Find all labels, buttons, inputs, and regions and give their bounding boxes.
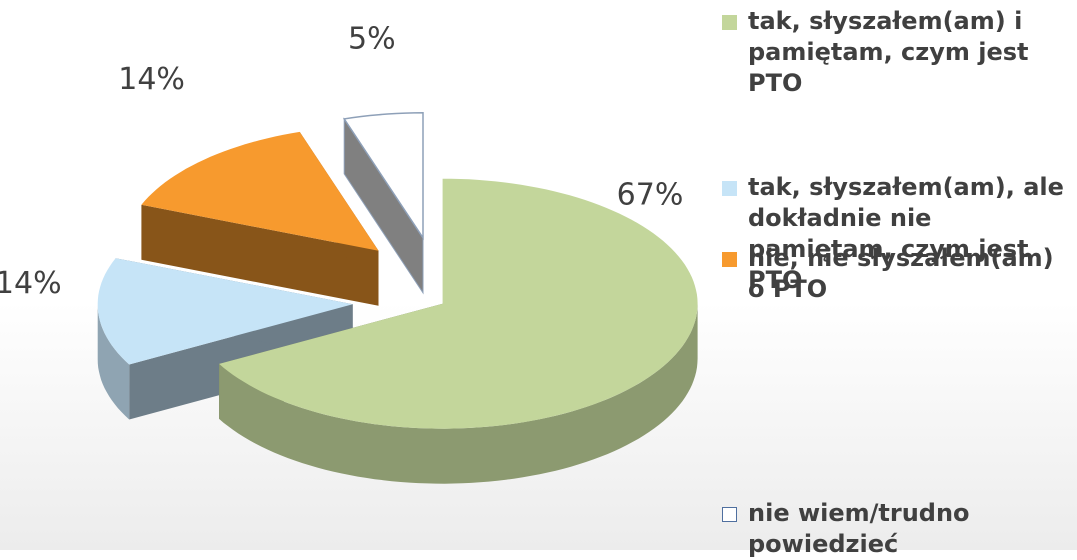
legend-label: nie, nie słyszałem(am) o PTO xyxy=(748,244,1054,303)
legend-item: nie wiem/trudno powiedzieć xyxy=(722,498,1072,560)
slice-side xyxy=(141,204,379,306)
legend-swatch xyxy=(722,252,737,267)
legend-item: tak, słyszałem(am), ale dokładnie nie pa… xyxy=(722,172,1072,296)
data-label: 67% xyxy=(617,178,684,213)
data-label: 5% xyxy=(348,21,396,56)
pie-slice xyxy=(97,258,353,365)
legend-swatch xyxy=(722,15,737,30)
legend-label: tak, słyszałem(am) i pamiętam, czym jest… xyxy=(748,7,1029,97)
slice-wall xyxy=(97,304,130,420)
legend-label: tak, słyszałem(am), ale dokładnie nie pa… xyxy=(748,173,1064,294)
legend-swatch xyxy=(722,507,737,522)
pie-slice xyxy=(342,112,424,241)
legend-item: tak, słyszałem(am) i pamiętam, czym jest… xyxy=(722,6,1072,99)
pie-slice xyxy=(219,178,698,429)
legend-swatch xyxy=(722,181,737,196)
pie-slice xyxy=(141,131,379,251)
slice xyxy=(219,178,698,484)
slice xyxy=(342,112,424,295)
data-label: 14% xyxy=(118,62,185,97)
chart: 67% 14% 14% 5% xyxy=(0,21,698,484)
data-label: 14% xyxy=(0,266,62,301)
legend-item: nie, nie słyszałem(am) o PTO xyxy=(722,243,1072,305)
slice xyxy=(141,131,379,306)
legend: tak, słyszałem(am) i pamiętam, czym jest… xyxy=(722,0,1077,558)
slice-wall xyxy=(219,303,698,484)
legend-label: nie wiem/trudno powiedzieć xyxy=(748,499,970,558)
